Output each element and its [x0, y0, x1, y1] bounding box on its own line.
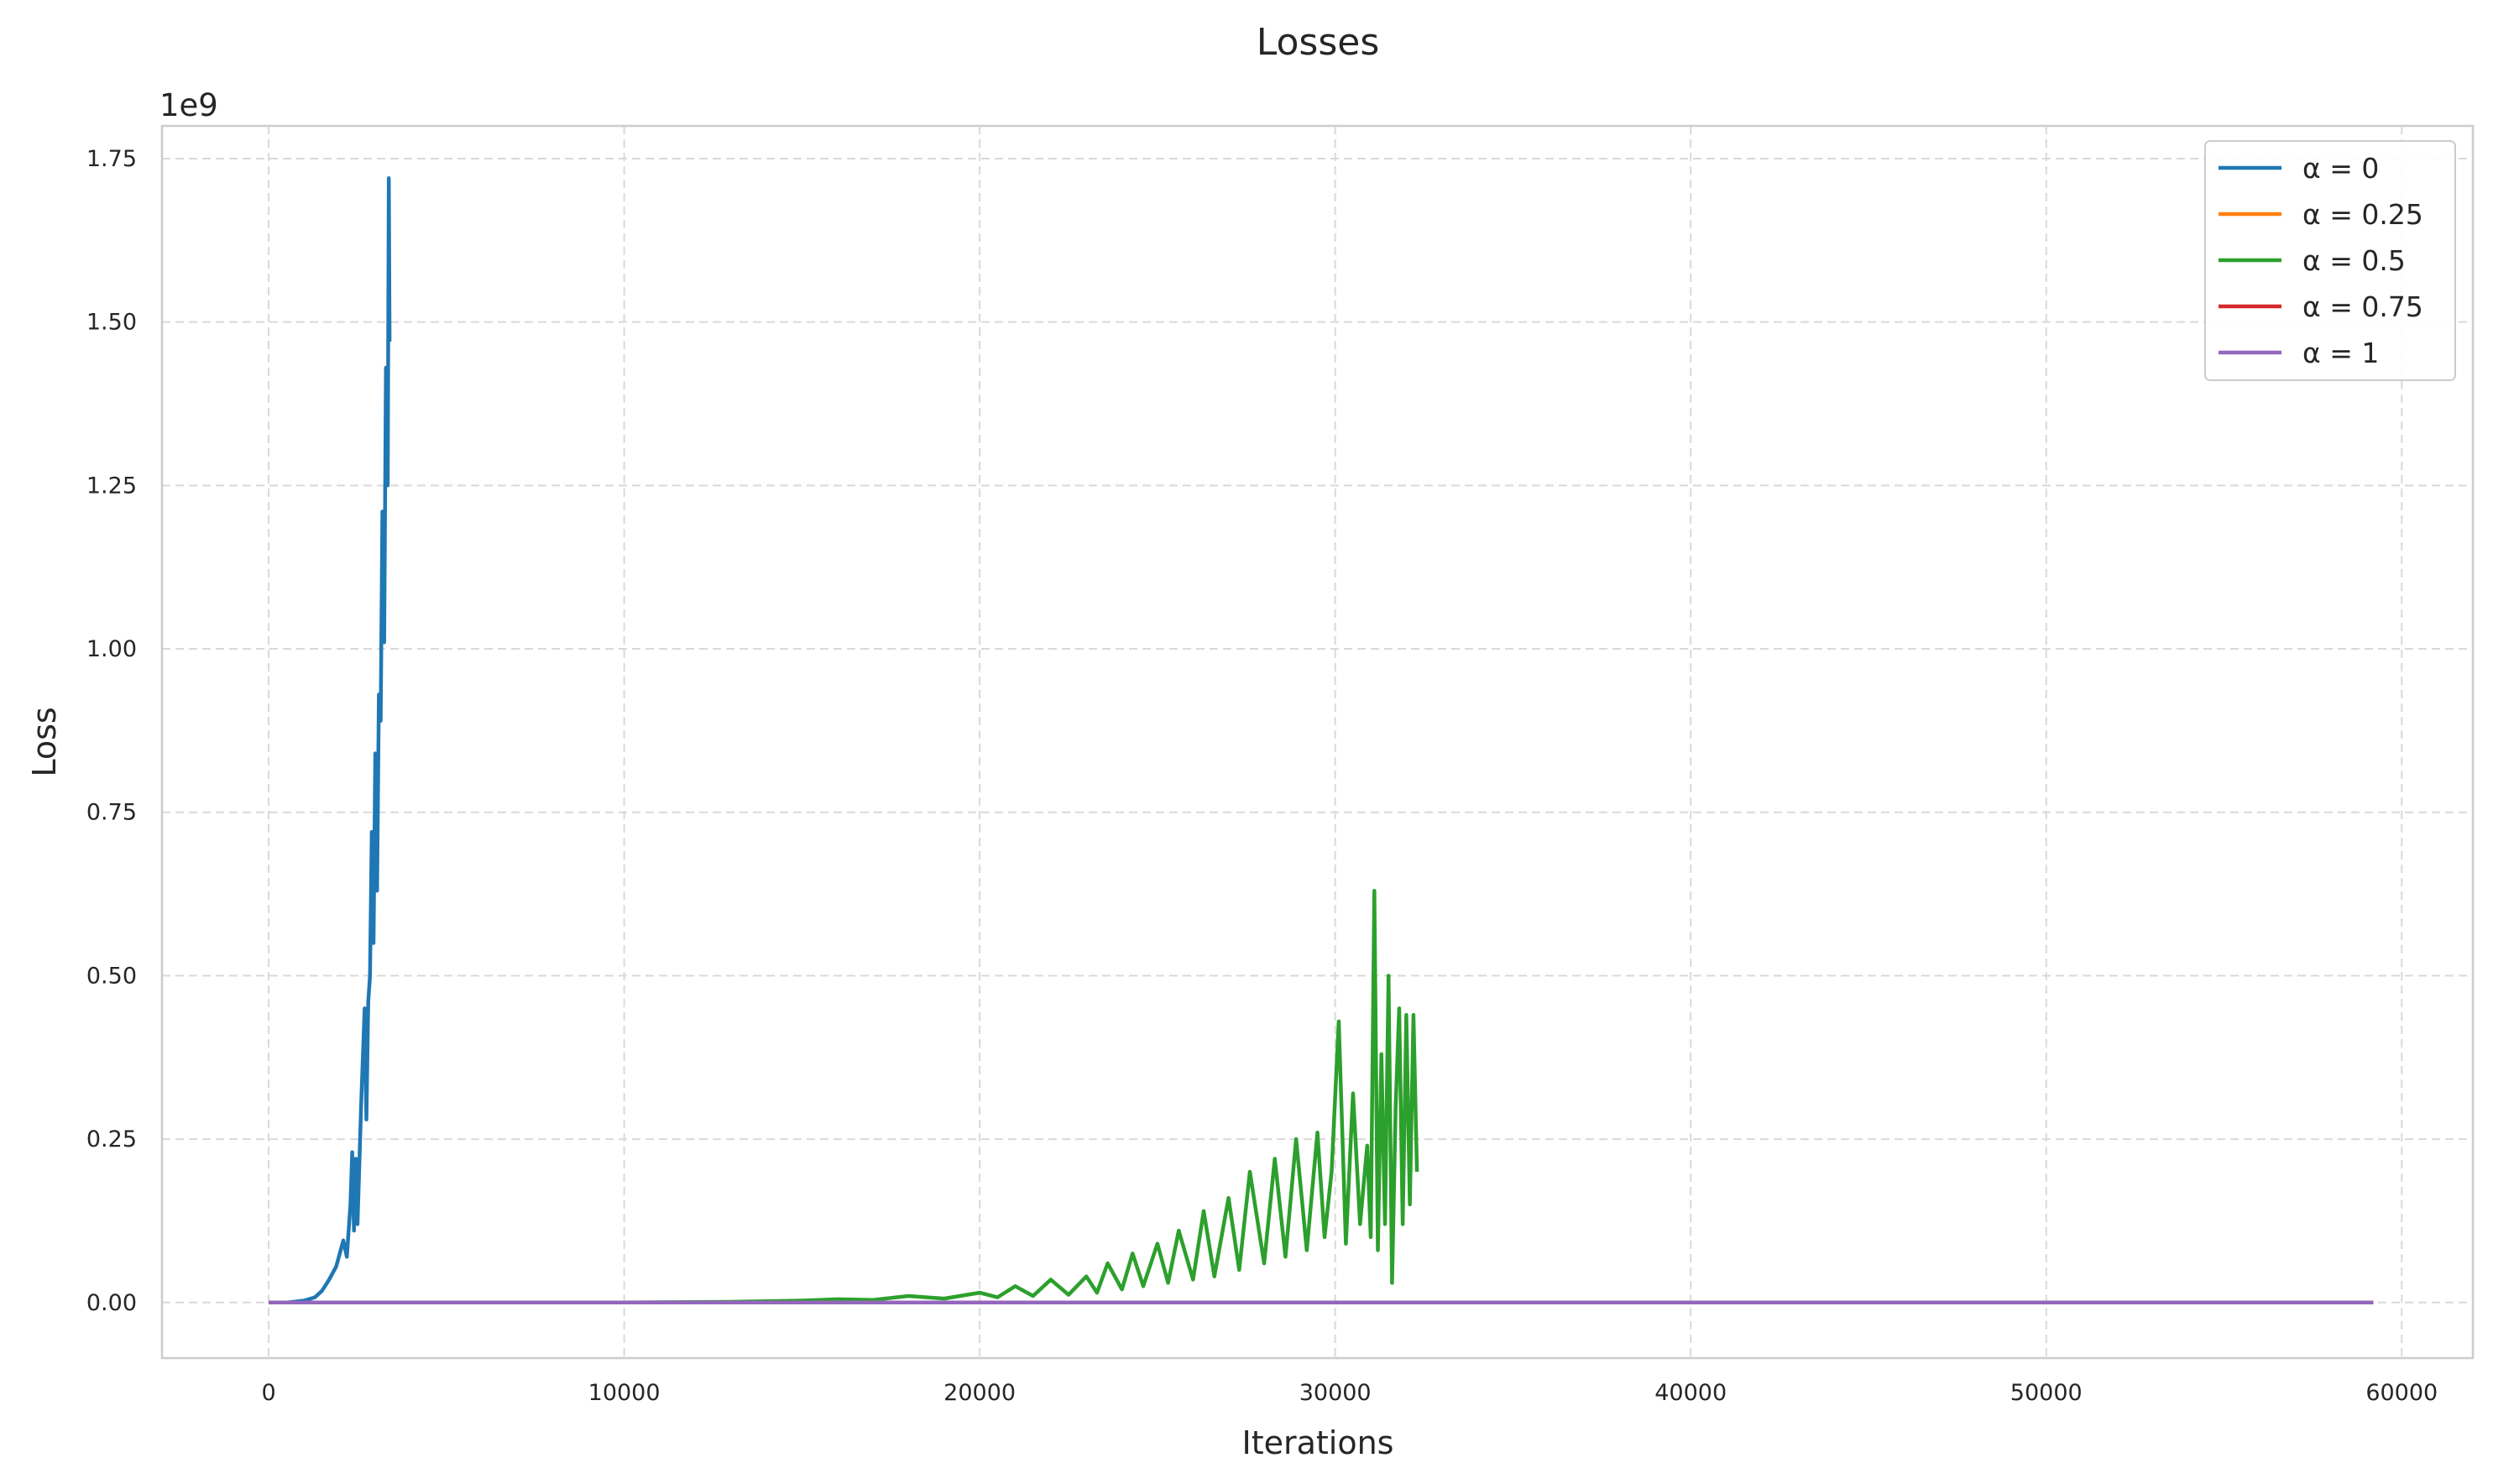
x-tick-label: 40000	[1654, 1380, 1727, 1406]
legend-label: α = 0.25	[2302, 198, 2423, 231]
legend-box	[2204, 140, 2456, 381]
series-line	[269, 888, 1419, 1305]
x-axis-label: Iterations	[1242, 1424, 1394, 1461]
x-tick-label: 60000	[2365, 1380, 2438, 1406]
legend: α = 0 α = 0.25 α = 0.5 α = 0.75 α = 1	[2204, 140, 2456, 381]
y-tick-label: 1.00	[86, 636, 137, 662]
series-line	[269, 176, 392, 1305]
plot-frame	[160, 124, 2475, 1360]
legend-label: α = 0	[2302, 152, 2379, 185]
y-tick-label: 1.25	[86, 473, 137, 499]
y-tick-label: 0.25	[86, 1126, 137, 1152]
legend-label: α = 0.75	[2302, 290, 2423, 323]
x-tick-label: 20000	[943, 1380, 1016, 1406]
y-axis-label: Loss	[26, 707, 63, 776]
series-layer	[269, 176, 2374, 1305]
chart-title: Losses	[1257, 21, 1380, 64]
y-offset-label: 1e9	[159, 87, 218, 123]
y-tick-label: 0.50	[86, 963, 137, 989]
x-tick-label: 30000	[1299, 1380, 1372, 1406]
x-tick-label: 10000	[588, 1380, 661, 1406]
legend-label: α = 1	[2302, 337, 2379, 369]
x-axis-ticks: 0 10000 20000 30000 40000 50000 60000	[261, 1380, 2438, 1406]
y-axis-ticks: 0.00 0.25 0.50 0.75 1.00 1.25 1.50 1.75	[86, 146, 137, 1316]
x-tick-label: 50000	[2010, 1380, 2083, 1406]
legend-label: α = 0.5	[2302, 244, 2406, 277]
y-tick-label: 1.50	[86, 310, 137, 336]
y-tick-label: 1.75	[86, 146, 137, 172]
x-tick-label: 0	[261, 1380, 275, 1406]
y-tick-label: 0.00	[86, 1290, 137, 1316]
y-tick-label: 0.75	[86, 800, 137, 826]
